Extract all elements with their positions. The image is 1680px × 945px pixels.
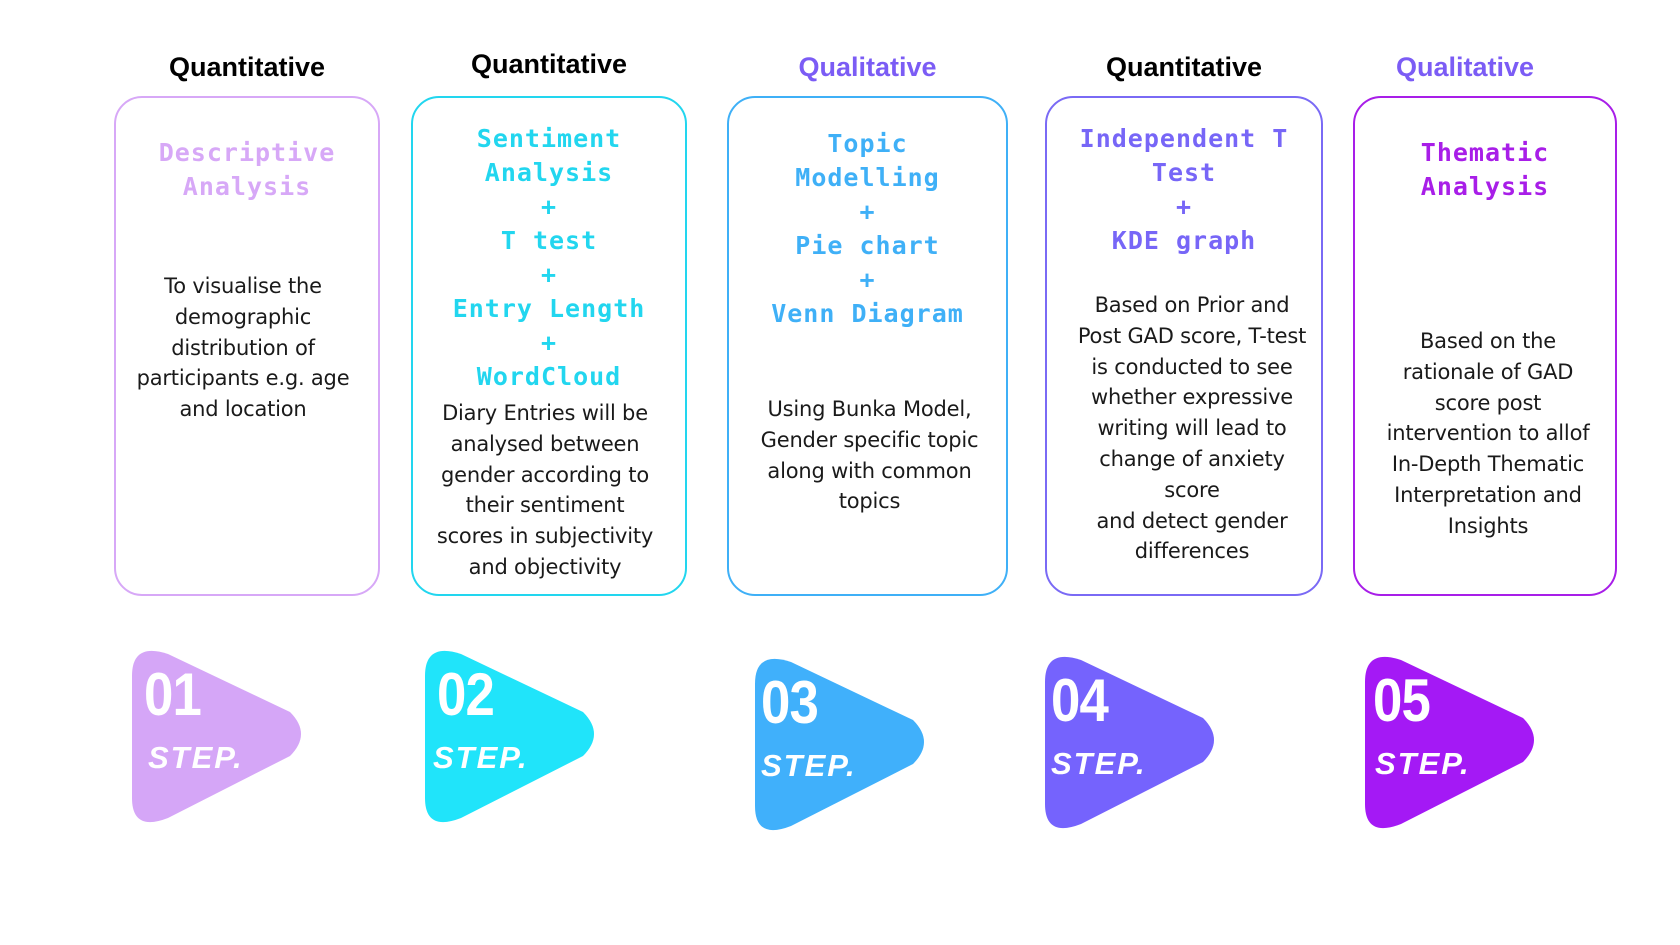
method-line: Venn Diagram [771,299,964,328]
description-line: intervention to allof [1386,421,1590,446]
method-line: Independent T [1079,124,1289,153]
method-line: Pie chart [795,231,940,260]
method-line: Analysis [182,172,312,201]
step-description: Based on Prior and Post GAD score, T-tes… [1063,290,1321,567]
step-number: 05 [1373,667,1431,734]
step-badge: 02 STEP. [425,642,605,832]
method-line: Sentiment [476,124,622,153]
description-line: demographic [174,304,312,329]
method-line: WordCloud [476,362,622,391]
step-number: 04 [1051,667,1109,734]
category-heading: Qualitative [798,52,937,82]
description-line: distribution of [171,335,315,360]
description-line: and objectivity [468,554,622,579]
description-line: their sentiment [465,493,625,518]
description-line: Gender specific topic [760,427,979,452]
play-triangle-icon [1045,656,1214,829]
method-line: Analysis [484,158,614,187]
description-line: gender according to [441,462,649,487]
step-description: Based on the rationale of GAD score post… [1361,326,1615,542]
method-title: Sentiment Analysis + T test + Entry Leng… [413,122,685,394]
description-line: To visualise the [164,274,322,298]
play-triangle-icon [755,658,924,831]
step-card: Descriptive Analysis To visualise the de… [114,96,380,596]
method-title: Independent T Test + KDE graph [1047,122,1321,258]
description-line: participants e.g. age [136,366,350,391]
step-badge: 01 STEP. [132,642,312,832]
description-line: score [1164,477,1220,502]
method-line: Entry Length [452,294,646,323]
step-badge: 03 STEP. [755,650,935,840]
category-heading: Qualitative [1395,52,1535,82]
category-heading: Quantitative [168,52,326,82]
step-number: 03 [761,669,819,736]
description-line: change of anxiety [1099,446,1285,471]
method-line: Topic [827,129,908,158]
step-card: Sentiment Analysis + T test + Entry Leng… [411,96,687,596]
method-line: + [540,260,558,289]
description-line: Post GAD score, T-test [1077,323,1307,348]
description-line: In-Depth Thematic [1391,452,1585,477]
description-line: is conducted to see [1091,354,1293,379]
step-column-2: Quantitative Sentiment Analysis + T test… [411,0,687,945]
method-line: + [859,197,876,226]
step-card: Topic Modelling + Pie chart + Venn Diagr… [727,96,1008,596]
step-card: Independent T Test + KDE graph Based on … [1045,96,1323,596]
category-heading: Quantitative [470,49,628,79]
description-line: and location [179,397,307,422]
method-line: Modelling [795,163,940,192]
method-title: Thematic Analysis [1355,136,1615,204]
description-line: analysed between [450,431,640,456]
method-line: + [540,192,558,221]
description-line: Diary Entries will be [442,401,648,425]
method-line: + [859,265,876,294]
step-label: STEP. [1375,746,1471,781]
category-heading: Quantitative [1105,52,1263,82]
step-label: STEP. [1051,746,1147,781]
description-line: scores in subjectivity [436,524,654,549]
method-line: + [540,328,558,357]
method-line: + [1175,192,1193,221]
method-title: Topic Modelling + Pie chart + Venn Diagr… [729,127,1006,331]
step-badge: 05 STEP. [1365,648,1545,838]
step-label: STEP. [433,740,529,775]
method-line: Thematic [1420,138,1550,167]
description-line: rationale of GAD [1402,359,1574,384]
step-number: 01 [144,661,202,728]
step-description: Using Bunka Model, Gender specific topic… [733,394,1006,517]
description-line: Based on the [1419,329,1557,353]
step-badge: 04 STEP. [1045,648,1225,838]
method-line: T test [500,226,598,255]
method-line: Descriptive [158,138,336,167]
description-line: differences [1134,539,1250,564]
step-label: STEP. [761,748,857,783]
step-column-4: Quantitative Independent T Test + KDE gr… [1045,0,1323,945]
step-description: Diary Entries will be analysed between g… [413,398,677,583]
description-line: and detect gender [1096,508,1288,533]
method-line: Test [1151,158,1217,187]
description-line: along with common [767,458,972,483]
description-line: Based on Prior and [1094,293,1290,317]
step-description: To visualise the demographic distributio… [116,271,370,425]
description-line: topics [838,489,901,514]
method-line: KDE graph [1111,226,1257,255]
description-line: Using Bunka Model, [767,397,972,421]
step-label: STEP. [148,740,244,775]
description-line: whether expressive [1090,385,1294,410]
method-line: Analysis [1420,172,1550,201]
step-column-5: Qualitative Thematic Analysis Based on t… [1353,0,1617,945]
step-card: Thematic Analysis Based on the rationale… [1353,96,1617,596]
description-line: Insights [1447,513,1529,538]
description-line: writing will lead to [1097,416,1287,441]
description-line: score post [1434,390,1542,415]
description-line: Interpretation and [1394,482,1582,507]
method-title: Descriptive Analysis [116,136,378,204]
step-number: 02 [437,661,495,728]
play-triangle-icon [425,650,594,823]
step-column-3: Qualitative Topic Modelling + Pie chart … [727,0,1008,945]
play-triangle-icon [1365,656,1534,829]
play-triangle-icon [132,650,301,823]
step-column-1: Quantitative Descriptive Analysis To vis… [114,0,380,945]
